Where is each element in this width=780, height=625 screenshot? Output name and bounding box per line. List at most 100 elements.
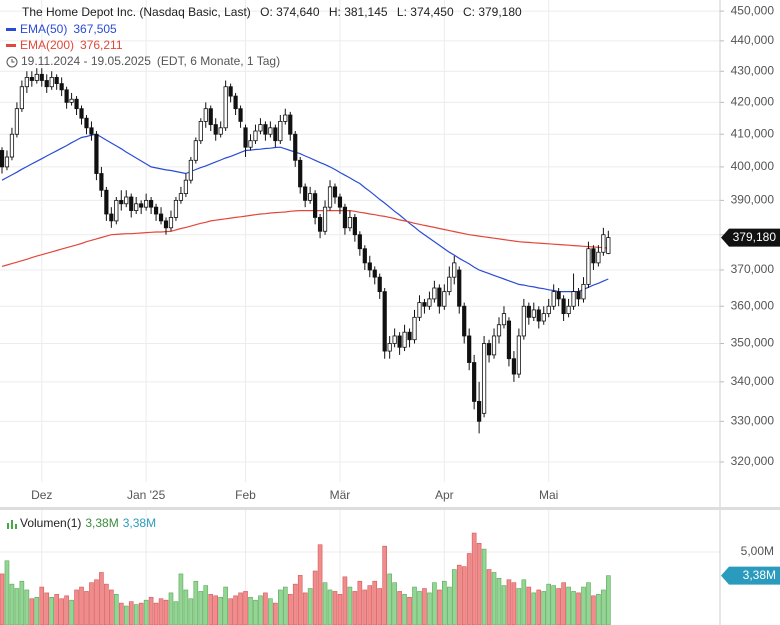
volume-bar: [163, 599, 169, 625]
candle-body: [9, 133, 15, 158]
candle-body: [447, 276, 452, 293]
candle-body: [457, 269, 462, 307]
volume-bar: [591, 595, 596, 625]
candle-body: [198, 120, 203, 142]
volume-bar: [571, 591, 576, 625]
candle-body: [382, 291, 387, 352]
candle-body: [417, 302, 422, 318]
candle-body: [452, 262, 457, 278]
volume-bar: [407, 596, 412, 625]
volume-bar: [317, 544, 323, 625]
volume-bar: [104, 583, 109, 625]
candle-body: [362, 248, 367, 264]
candle-body: [104, 189, 109, 215]
candle-body: [298, 159, 303, 188]
volume-bar: [327, 589, 333, 625]
volume-bar: [223, 586, 228, 625]
candle-body: [148, 199, 154, 208]
candle-body: [233, 95, 238, 110]
volume-bar: [44, 592, 50, 625]
candle-body: [273, 127, 278, 142]
volume-bar: [4, 560, 10, 625]
volume-bar: [74, 589, 79, 625]
candle-body: [566, 305, 571, 315]
volume-bar: [581, 586, 586, 625]
volume-bar: [536, 589, 542, 625]
volume-bar: [99, 572, 104, 625]
volume-bar: [59, 598, 64, 625]
legend-title-row: The Home Depot Inc. (Nasdaq Basic, Last)…: [6, 4, 528, 20]
candle-body: [317, 217, 323, 232]
volume-bar: [198, 591, 204, 625]
candle-body: [546, 305, 551, 315]
legend-volume: Volumen(1) 3,38M 3,38M: [6, 515, 162, 531]
y-tick-label: 440,000: [731, 33, 775, 47]
volume-bar: [496, 577, 502, 625]
volume-bar: [387, 573, 392, 625]
y-tick-label: 400,000: [731, 159, 775, 173]
candle-body: [44, 80, 49, 88]
volume-bar: [273, 602, 278, 625]
volume-bar: [511, 582, 517, 625]
volume-bar: [89, 582, 94, 625]
ohlc-open: O: 374,640: [260, 5, 320, 19]
volume-bar: [481, 548, 487, 625]
candle-body: [576, 291, 581, 300]
volume-bar: [357, 580, 363, 625]
volume-bar: [531, 592, 537, 625]
volume-bar: [278, 589, 283, 625]
y-tick-label: 320,000: [731, 454, 775, 468]
clock-icon: [6, 56, 18, 68]
volume-bar: [133, 604, 139, 625]
candle-body: [337, 196, 343, 208]
volume-bar: [168, 592, 174, 625]
legend-range: 19.11.2024 - 19.05.2025 (EDT, 6 Monate, 1…: [6, 53, 286, 69]
candle-body: [392, 335, 397, 344]
volume-bar: [451, 569, 457, 625]
y-tick-label: 410,000: [731, 126, 775, 140]
candle-body: [144, 199, 149, 208]
candle-body: [407, 331, 412, 341]
candle-body: [94, 133, 99, 174]
candle-body: [263, 124, 268, 135]
volume-bar: [69, 599, 74, 625]
candle-body: [14, 108, 20, 135]
candle-body: [253, 130, 258, 142]
volume-badge: [721, 566, 780, 585]
volume-bar: [601, 589, 606, 625]
volume-bar: [322, 582, 328, 625]
volume-bar: [352, 591, 358, 625]
candle-body: [293, 133, 298, 161]
y-tick-label: 390,000: [731, 193, 775, 207]
volume-bar: [193, 580, 199, 625]
volume-bar: [94, 579, 99, 625]
volume-bar: [302, 592, 308, 625]
candle-body: [442, 291, 447, 307]
volume-bar: [292, 583, 298, 625]
volume-bar: [466, 553, 472, 625]
volume-bar: [173, 601, 179, 625]
candle-body: [74, 98, 79, 110]
volume-bar: [128, 601, 134, 625]
candle-body: [213, 124, 218, 135]
volume-badge-label: 3,38M: [743, 568, 776, 582]
candle-body: [158, 213, 164, 222]
volume-bar: [546, 583, 552, 625]
ema-line: [1, 210, 609, 267]
volume-bar: [109, 589, 114, 625]
volume-bar: [54, 594, 59, 625]
candle-body: [283, 114, 288, 122]
volume-bar: [233, 595, 238, 625]
volume-bar: [566, 586, 571, 625]
candle-body: [367, 262, 372, 271]
volume-bar: [287, 594, 293, 625]
candle-body: [49, 77, 54, 88]
candle-body: [288, 114, 293, 135]
x-tick-label: Jan '25: [127, 488, 166, 502]
ema-line: [1, 133, 609, 293]
volume-bar: [118, 602, 124, 625]
candle-body: [59, 83, 64, 91]
volume-bar: [148, 596, 154, 625]
candle-body: [99, 173, 104, 191]
